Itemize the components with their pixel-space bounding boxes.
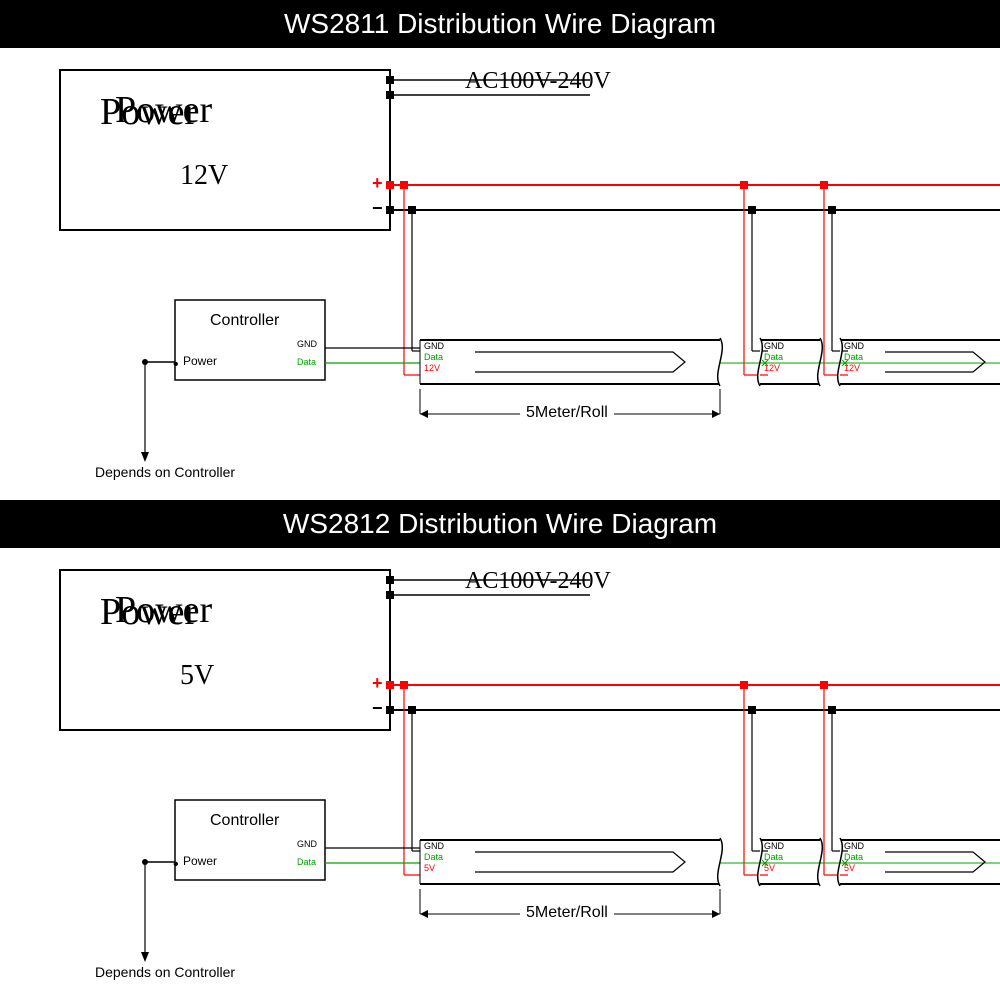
- controller-power-label: Power: [183, 854, 217, 868]
- power-voltage: 12V: [180, 160, 228, 192]
- controller-label: Controller: [210, 312, 279, 330]
- plus-label: +: [372, 673, 383, 694]
- meter-label: 5Meter/Roll: [520, 904, 614, 922]
- power-voltage: 5V: [180, 660, 214, 692]
- ac-label: AC100V-240V: [465, 68, 611, 95]
- controller-power-dot: •: [173, 856, 179, 874]
- strip-pin-labels: GNDData5V: [764, 841, 784, 874]
- strip-pin-labels: GNDData5V: [424, 841, 444, 874]
- controller-label: Controller: [210, 812, 279, 830]
- controller-power-label: Power: [183, 354, 217, 368]
- ctrl-gnd-label: GND: [297, 339, 317, 349]
- strip-pin-labels: GNDData12V: [844, 341, 864, 374]
- depends-label: Depends on Controller: [95, 964, 235, 980]
- ctrl-data-label: Data: [297, 357, 316, 367]
- ctrl-data-label: Data: [297, 857, 316, 867]
- minus-label: −: [372, 198, 383, 219]
- meter-label: 5Meter/Roll: [520, 404, 614, 422]
- diagram-panel: WS2812 Distribution Wire DiagramPowerPow…: [0, 500, 1000, 1000]
- power-label: Power: [115, 88, 212, 132]
- ac-label: AC100V-240V: [465, 568, 611, 595]
- minus-label: −: [372, 698, 383, 719]
- ctrl-gnd-label: GND: [297, 839, 317, 849]
- diagram-panel: WS2811 Distribution Wire DiagramPowerPow…: [0, 0, 1000, 500]
- depends-label: Depends on Controller: [95, 464, 235, 480]
- strip-pin-labels: GNDData5V: [844, 841, 864, 874]
- power-label: Power: [115, 588, 212, 632]
- strip-pin-labels: GNDData12V: [764, 341, 784, 374]
- strip-pin-labels: GNDData12V: [424, 341, 444, 374]
- plus-label: +: [372, 173, 383, 194]
- controller-power-dot: •: [173, 356, 179, 374]
